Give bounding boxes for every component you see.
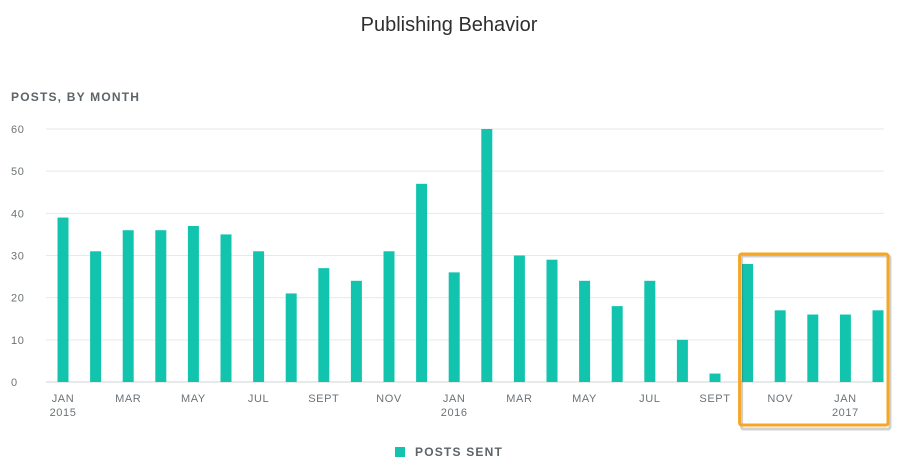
y-tick-label: 30 xyxy=(11,251,24,263)
y-tick-label: 40 xyxy=(11,208,24,220)
bar xyxy=(839,314,851,382)
y-tick-label: 60 xyxy=(11,124,24,136)
legend-swatch xyxy=(394,447,405,457)
y-tick-label: 0 xyxy=(11,377,18,389)
highlight-box-shadow xyxy=(740,254,892,431)
bar xyxy=(676,339,688,382)
bar xyxy=(57,217,69,382)
bar xyxy=(513,255,525,382)
bar xyxy=(122,230,134,382)
bar xyxy=(872,310,884,382)
bar xyxy=(448,272,460,382)
x-tick-label: JUL xyxy=(248,393,269,405)
x-tick-label: JAN xyxy=(443,393,466,405)
bar xyxy=(416,183,428,382)
highlight-box xyxy=(738,252,890,427)
y-tick-label: 50 xyxy=(11,166,24,178)
bar xyxy=(285,293,297,382)
y-tick-label: 20 xyxy=(11,293,24,305)
bar xyxy=(220,234,232,382)
x-tick-label: MAR xyxy=(506,393,532,405)
x-tick-label: JAN xyxy=(52,393,75,405)
x-tick-label: NOV xyxy=(767,393,793,405)
x-tick-label: MAY xyxy=(572,393,597,405)
bar xyxy=(318,268,330,382)
x-tick-label: JUL xyxy=(639,393,660,405)
x-tick-label: JAN xyxy=(834,393,857,405)
bar xyxy=(481,129,493,382)
chart-title: Publishing Behavior xyxy=(360,14,538,36)
x-tick-label: SEPT xyxy=(308,393,339,405)
bar-chart: 0 10 20 30 40 50 60 JAN 2015 MAR MAY JUL SEPT NOV JAN 2… xyxy=(11,124,892,431)
bar xyxy=(155,230,167,382)
y-tick-label: 10 xyxy=(11,335,24,347)
x-tick-label: SEPT xyxy=(699,393,730,405)
x-tick-label: MAY xyxy=(181,393,206,405)
legend: POSTS SENT xyxy=(0,445,898,459)
x-tick-label: NOV xyxy=(376,393,402,405)
bar xyxy=(579,280,591,382)
bar xyxy=(709,373,721,382)
bar xyxy=(90,251,102,382)
bar xyxy=(253,251,265,382)
legend-label: POSTS SENT xyxy=(414,445,503,459)
bar xyxy=(774,310,786,382)
x-tick-year-label: 2016 xyxy=(441,407,468,419)
x-tick-label: MAR xyxy=(115,393,141,405)
bar xyxy=(644,280,656,382)
bar xyxy=(611,306,623,382)
chart-subtitle: POSTS, BY MONTH xyxy=(11,90,141,104)
bar xyxy=(350,280,362,382)
bar xyxy=(383,251,395,382)
bar xyxy=(807,314,819,382)
x-tick-year-label: 2017 xyxy=(832,407,859,419)
x-tick-year-label: 2015 xyxy=(50,407,77,419)
bar xyxy=(546,259,558,382)
bar xyxy=(187,225,199,382)
bar xyxy=(742,263,754,382)
